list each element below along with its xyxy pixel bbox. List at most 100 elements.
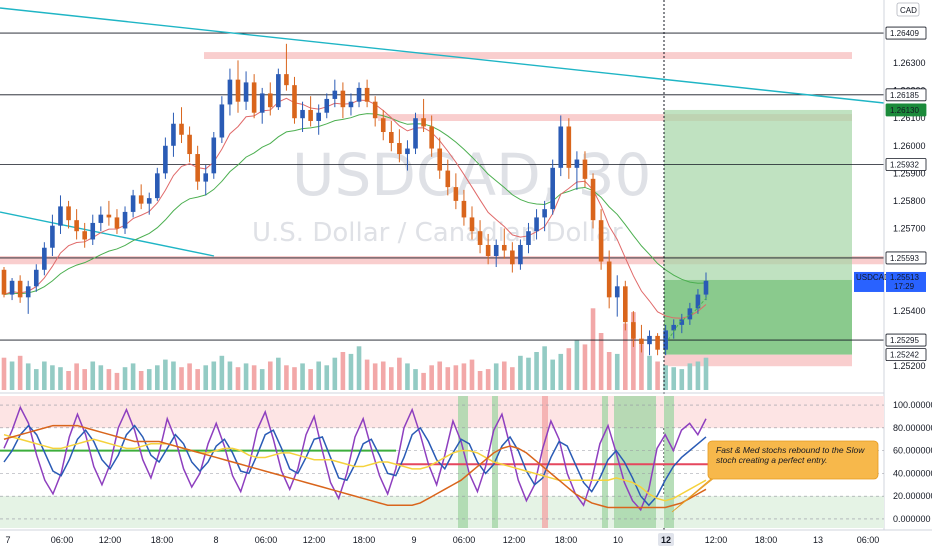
symbol-badge bbox=[854, 271, 884, 292]
volume-bar bbox=[58, 367, 63, 390]
candle-body bbox=[518, 244, 523, 265]
candle-body bbox=[469, 217, 475, 232]
price-level-badge-label: 1.26409 bbox=[890, 29, 919, 38]
volume-bar bbox=[445, 367, 451, 390]
candle-body bbox=[429, 126, 434, 149]
volume-bar bbox=[477, 371, 483, 390]
volume-bar bbox=[606, 352, 612, 390]
time-tick-label: 12:00 bbox=[705, 535, 728, 545]
candle-body bbox=[340, 90, 346, 108]
annotation-callout[interactable]: Fast & Med stochs rebound to the Slow sto… bbox=[671, 440, 879, 513]
volume-bar bbox=[211, 361, 217, 390]
price-tick-label: 1.25800 bbox=[893, 196, 926, 206]
volume-bar bbox=[647, 355, 652, 390]
overbought-zone bbox=[0, 396, 884, 428]
candle-body bbox=[663, 330, 668, 350]
volume-bar bbox=[582, 344, 588, 390]
price-level-lines[interactable] bbox=[0, 32, 884, 341]
volume-bar bbox=[219, 355, 225, 390]
stoch-tick-label: 80.000000 bbox=[893, 423, 932, 433]
volume-bar bbox=[671, 367, 677, 390]
volume-bar bbox=[155, 365, 160, 390]
candle-body bbox=[25, 286, 31, 298]
volume-bar bbox=[518, 355, 523, 390]
time-tick-label: 12:00 bbox=[99, 535, 122, 545]
candle-body bbox=[235, 79, 241, 102]
annotation-box bbox=[707, 440, 879, 480]
volume-bar bbox=[227, 361, 233, 390]
signal-band bbox=[458, 396, 468, 528]
candle-body bbox=[453, 187, 459, 201]
time-tick-label: 7 bbox=[5, 535, 10, 545]
volume-bar bbox=[663, 365, 668, 390]
volume-bar bbox=[42, 361, 47, 390]
volume-bar bbox=[510, 367, 515, 390]
time-tick-label: 12:00 bbox=[503, 535, 526, 545]
volume-bar bbox=[558, 353, 564, 390]
candle-body bbox=[405, 148, 410, 155]
signal-band bbox=[602, 396, 608, 528]
price-tick-label: 1.26100 bbox=[893, 113, 926, 123]
stoch-tick-label: 100.000000 bbox=[893, 400, 932, 410]
volume-bar bbox=[421, 372, 426, 390]
volume-bar bbox=[703, 357, 709, 390]
symbol-badge-label: USDCAD bbox=[856, 273, 890, 282]
candle-body bbox=[623, 286, 628, 323]
volume-bar bbox=[687, 363, 693, 390]
ema-slow-line bbox=[3, 113, 707, 296]
time-tick-label: 18:00 bbox=[151, 535, 174, 545]
volume-bar bbox=[598, 333, 604, 390]
time-tick-label: 12:00 bbox=[303, 535, 326, 545]
price-level-badge bbox=[885, 103, 927, 117]
volume-bar bbox=[138, 371, 144, 390]
volume-bar bbox=[623, 323, 628, 390]
price-level-badge bbox=[885, 26, 927, 40]
volume-bar bbox=[380, 361, 386, 390]
volume-bar bbox=[292, 367, 297, 390]
candle-body bbox=[364, 87, 370, 102]
signal-band bbox=[542, 396, 548, 528]
volume-bar bbox=[364, 359, 370, 390]
volume-bar bbox=[90, 361, 96, 390]
candle-body bbox=[9, 280, 15, 295]
candle-body bbox=[251, 82, 257, 113]
time-tick-label: 18:00 bbox=[555, 535, 578, 545]
stoch-tick-label: 40.000000 bbox=[893, 468, 932, 478]
candle-body bbox=[292, 85, 297, 119]
long-position-box[interactable] bbox=[664, 109, 852, 367]
profit-fill bbox=[664, 279, 852, 355]
candle-body bbox=[574, 159, 580, 168]
price-level-badge bbox=[885, 158, 927, 171]
price-tick-label: 1.25700 bbox=[893, 223, 926, 233]
volume-bar bbox=[437, 361, 443, 390]
upper-trendline[interactable] bbox=[0, 7, 885, 104]
volume-bar bbox=[655, 361, 660, 390]
volume-bar bbox=[501, 361, 507, 390]
volume-bar bbox=[17, 355, 23, 390]
volume-bars bbox=[1, 308, 709, 390]
stoch-tick-label: 60.000000 bbox=[893, 446, 932, 456]
volume-bar bbox=[98, 365, 104, 390]
time-tick-label: 9 bbox=[411, 535, 416, 545]
candle-body bbox=[308, 109, 313, 121]
volume-bar bbox=[284, 365, 289, 390]
price-level-badge bbox=[885, 88, 927, 102]
candle-body bbox=[598, 220, 604, 262]
signal-band bbox=[664, 396, 674, 528]
volume-bar bbox=[171, 361, 176, 390]
volume-bar bbox=[187, 363, 192, 390]
candle-body bbox=[356, 87, 362, 102]
volume-bar bbox=[614, 353, 620, 390]
resistance-zone bbox=[378, 114, 852, 121]
volume-bar bbox=[163, 359, 168, 390]
price-level-badge-label: 1.26130 bbox=[890, 106, 919, 115]
volume-bar bbox=[639, 344, 644, 390]
candle-body bbox=[171, 123, 176, 146]
price-level-badge bbox=[885, 251, 927, 265]
volume-bar bbox=[9, 361, 15, 390]
volume-bar bbox=[1, 357, 7, 390]
time-tick-label: 06:00 bbox=[857, 535, 880, 545]
lower-trendline[interactable] bbox=[0, 211, 215, 257]
stoch-tick-label: 0.000000 bbox=[893, 514, 931, 524]
